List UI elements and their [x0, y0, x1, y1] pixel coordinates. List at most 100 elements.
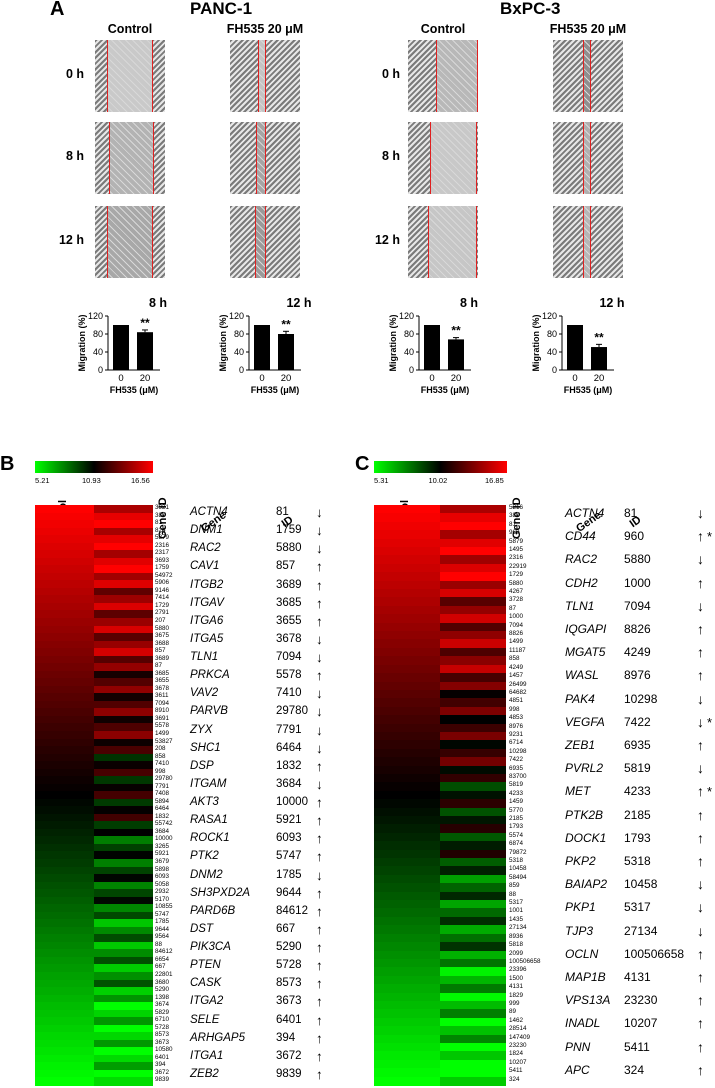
heatmap-cell-fh535-panelC-0 — [440, 505, 506, 514]
heatmap-cell-fh535-panelC-16 — [440, 639, 506, 649]
heatmap-cell-control-panelB-58 — [35, 941, 94, 950]
heatmap-cell-control-panelC-10 — [374, 589, 440, 599]
gene-id-label-panelB-35: 998 — [155, 767, 166, 775]
heatmap-cell-control-panelB-45 — [35, 843, 94, 853]
heatmap-cell-fh535-panelB-21 — [94, 663, 153, 672]
gene-id-label-panelC-51: 8936 — [509, 932, 524, 940]
heatmap-cell-fh535-panelC-33 — [440, 782, 506, 792]
gene-entrez-id-panelB-23: 667 — [276, 922, 296, 935]
gene-id-label-panelB-25: 3611 — [155, 692, 169, 700]
heatmap-cell-fh535-panelB-18 — [94, 640, 153, 649]
heatmap-cell-fh535-panelC-34 — [440, 790, 506, 800]
gene-id-label-panelC-50: 27134 — [509, 924, 527, 932]
gene-name-panelC-8: PAK4 — [565, 691, 595, 706]
heatmap-cell-fh535-panelB-46 — [94, 851, 153, 860]
wound-edge-line-right-0-0 — [152, 40, 153, 112]
heatmap-cell-fh535-panelC-24 — [440, 706, 506, 716]
gene-entrez-id-panelC-12: 4233 — [624, 784, 651, 799]
gene-name-panelB-27: ITGA2 — [190, 995, 224, 1008]
gene-id-label-panelC-42: 5318 — [509, 857, 524, 865]
gene-name-panelB-1: DNM1 — [190, 524, 223, 537]
heatmap-cell-fh535-panelB-47 — [94, 859, 153, 868]
regulation-arrow-panelB-18: ↑ — [316, 831, 323, 847]
gene-entrez-id-panelB-1: 1759 — [276, 524, 302, 537]
heatmap-cell-control-panelC-53 — [374, 950, 440, 960]
regulation-arrow-panelB-11: ↓ — [316, 704, 323, 720]
regulation-arrow-panelB-21: ↑ — [316, 885, 323, 901]
gene-entrez-id-panelC-2: 5880 — [624, 552, 651, 567]
heatmap-cell-fh535-panelB-33 — [94, 753, 153, 762]
gene-id-label-panelB-32: 208 — [155, 745, 166, 753]
significance-star-panelC-9: * — [707, 714, 713, 730]
regulation-arrow-panelB-25: ↑ — [316, 958, 323, 974]
gene-entrez-id-panelC-7: 8976 — [624, 668, 651, 683]
heatmap-cell-fh535-panelC-37 — [440, 816, 506, 825]
heatmap-cell-fh535-panelC-68 — [440, 1076, 506, 1086]
color-scale-bar-panelC — [374, 461, 507, 473]
gene-id-label-panelC-28: 6714 — [509, 739, 524, 747]
micrograph-edge-right-1-1 — [265, 122, 300, 194]
heatmap-cell-control-panelB-4 — [35, 535, 94, 544]
gene-id-label-panelB-31: 53827 — [155, 737, 173, 745]
micrograph-edge-0-2 — [95, 206, 107, 278]
heatmap-cell-fh535-panelC-40 — [440, 841, 506, 851]
regulation-arrow-panelC-0: ↓ — [697, 505, 704, 521]
gene-id-label-panelB-1: 387 — [155, 511, 166, 519]
regulation-arrow-panelB-20: ↓ — [316, 867, 323, 883]
heatmap-cell-control-panelB-49 — [35, 874, 94, 883]
gene-id-label-panelB-2: 81 — [155, 519, 163, 527]
gene-name-panelB-16: AKT3 — [190, 796, 219, 808]
regulation-arrow-panelC-5: ↑ — [697, 621, 704, 637]
heatmap-cell-control-panelB-27 — [35, 708, 94, 717]
x-axis-label: FH535 (μM) — [564, 385, 613, 395]
gene-id-label-panelC-44: 58494 — [509, 873, 527, 881]
heatmap-cell-fh535-panelC-51 — [440, 933, 506, 943]
gene-entrez-id-panelB-12: 7791 — [276, 723, 302, 736]
x-tick-label-0: 0 — [572, 373, 577, 384]
gene-entrez-id-panelB-4: 3689 — [276, 578, 302, 591]
regulation-arrow-panelC-10: ↑ — [697, 737, 704, 753]
heatmap-cell-fh535-panelB-51 — [94, 889, 153, 898]
heatmap-cell-control-panelC-24 — [374, 706, 440, 716]
wound-edge-line-right-3-0 — [590, 40, 591, 112]
heatmap-cell-control-panelB-53 — [35, 904, 94, 913]
heatmap-cell-fh535-panelB-27 — [94, 708, 153, 717]
heatmap-cell-control-panelC-44 — [374, 874, 440, 884]
heatmap-cell-fh535-panelC-2 — [440, 521, 506, 531]
gene-id-label-panelC-65: 1824 — [509, 1050, 524, 1058]
heatmap-cell-fh535-panelB-9 — [94, 572, 153, 581]
wound-edge-line-right-1-0 — [265, 40, 266, 112]
gene-entrez-id-panelB-14: 1832 — [276, 759, 302, 772]
micrograph-edge-right-0-2 — [152, 206, 165, 278]
condition-label-0-0: Control — [107, 22, 153, 36]
gene-id-label-panelC-15: 8826 — [509, 630, 524, 638]
micrograph-edge-0-1 — [95, 122, 109, 194]
gene-id-label-panelC-18: 858 — [509, 655, 520, 663]
heatmap-cell-control-panelB-76 — [35, 1077, 94, 1086]
gene-id-label-panelC-58: 1829 — [509, 991, 524, 999]
gene-entrez-id-panelB-16: 10000 — [276, 796, 308, 808]
gene-id-label-panelB-42: 55742 — [155, 820, 173, 828]
heatmap-cell-fh535-panelC-14 — [440, 622, 506, 632]
y-tick-label-2: 80 — [547, 329, 557, 339]
time-label-1-2: 12 h — [374, 233, 400, 247]
gene-id-label-panelB-24: 3678 — [155, 684, 170, 692]
y-tick-label-3: 120 — [229, 311, 244, 321]
gene-id-label-panelB-10: 5906 — [155, 579, 170, 587]
heatmap-cell-fh535-panelB-42 — [94, 821, 153, 830]
gene-id-label-panelB-54: 5747 — [155, 910, 170, 918]
gene-entrez-id-panelC-19: 100506658 — [624, 946, 685, 961]
heatmap-cell-control-panelB-37 — [35, 783, 94, 792]
gene-name-panelC-21: VPS13A — [565, 993, 611, 1008]
heatmap-cell-control-panelB-7 — [35, 557, 94, 566]
micrograph-edge-3-2 — [553, 206, 583, 278]
gene-entrez-id-panelC-1: 960 — [624, 529, 645, 544]
heatmap-cell-control-panelB-16 — [35, 625, 94, 634]
heatmap-cell-control-panelC-52 — [374, 942, 440, 952]
heatmap-cell-fh535-panelB-8 — [94, 565, 153, 574]
heatmap-cell-control-panelB-19 — [35, 648, 94, 657]
y-tick-label-0: 0 — [98, 365, 103, 375]
heatmap-cell-fh535-panelB-7 — [94, 557, 153, 566]
